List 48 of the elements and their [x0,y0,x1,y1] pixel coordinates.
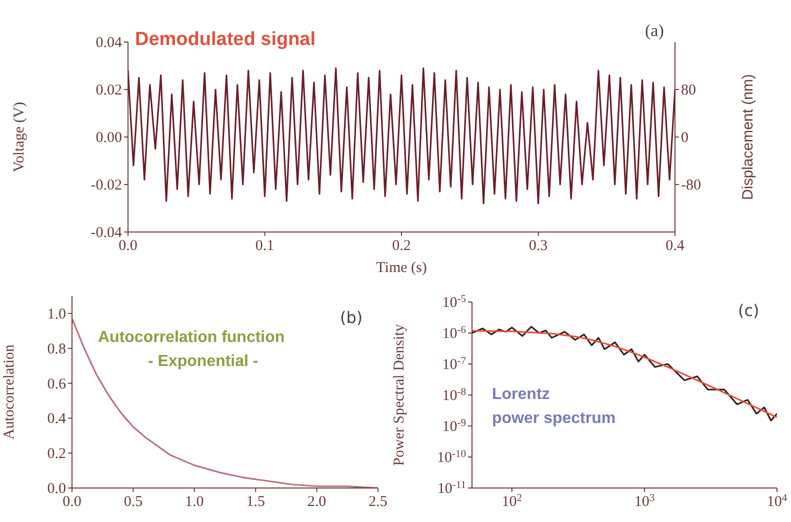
annotation: (c) [738,301,760,320]
y-tick-label: 0.2 [47,446,66,462]
y-tick-label: 0.8 [47,341,66,358]
y-tick-label: -0.02 [90,178,122,194]
y2-tick-label: -80 [681,178,701,194]
y-tick-label: 10$^{-6}$ [442,324,466,342]
y-tick-label: -0.04 [90,225,122,241]
y-tick-label: 10$^{-7}$ [442,356,466,373]
y-tick-label: 1.0 [47,306,66,322]
y-tick-label: 10$^{-8}$ [442,386,466,404]
annotation: Autocorrelation function [98,329,285,346]
y-tick-label: 0.4 [47,411,66,428]
y-tick-label: 0.02 [96,82,122,98]
x-tick-label: 1.0 [185,494,204,510]
x-tick-label: 10$^{3}$ [634,492,655,510]
y2-axis-title: Displacement (nm) [739,74,756,200]
y-tick-label: 10$^{-11}$ [437,480,466,497]
x-tick-label: 0.0 [118,238,138,254]
y-axis-title: Power Spectral Density [391,324,408,466]
x-tick-label: 0.1 [255,238,274,254]
x-tick-label: 0.4 [666,238,685,254]
x-tick-label: 10$^{2}$ [502,492,522,510]
annotation: power spectrum [492,410,616,427]
y-tick-label: 10$^{-10}$ [437,448,466,466]
x-axis-title: Time (s) [376,260,427,276]
y-axis-title: Autocorrelation [1,344,18,440]
x-tick-label: 2.0 [307,494,326,510]
annotation: (b) [340,308,363,327]
y-axis-title: Voltage (V) [11,102,28,172]
y-tick-label: 0.00 [96,130,122,146]
y-tick-label: 0.6 [47,376,66,392]
y2-tick-label: 0 [681,130,688,146]
y-tick-label: 10$^{-9}$ [442,418,466,435]
y-tick-label: 10$^{-5}$ [442,294,466,311]
y2-tick-label: 80 [681,82,696,98]
y-tick-label: 0.0 [47,481,66,497]
text: (a) [645,21,664,40]
annotation: - Exponential - [148,353,258,370]
x-tick-label: 0.0 [62,494,82,510]
x-tick-label: 0.2 [392,238,411,254]
x-tick-label: 0.5 [124,494,143,510]
x-tick-label: 2.5 [368,494,388,510]
x-tick-label: 10$^{4}$ [766,492,788,510]
y-tick-label: 0.04 [96,35,122,51]
x-tick-label: 1.5 [246,494,265,510]
annotation: Demodulated signal [135,29,316,50]
annotation: Lorentz [492,386,550,403]
x-tick-label: 0.3 [528,238,548,254]
